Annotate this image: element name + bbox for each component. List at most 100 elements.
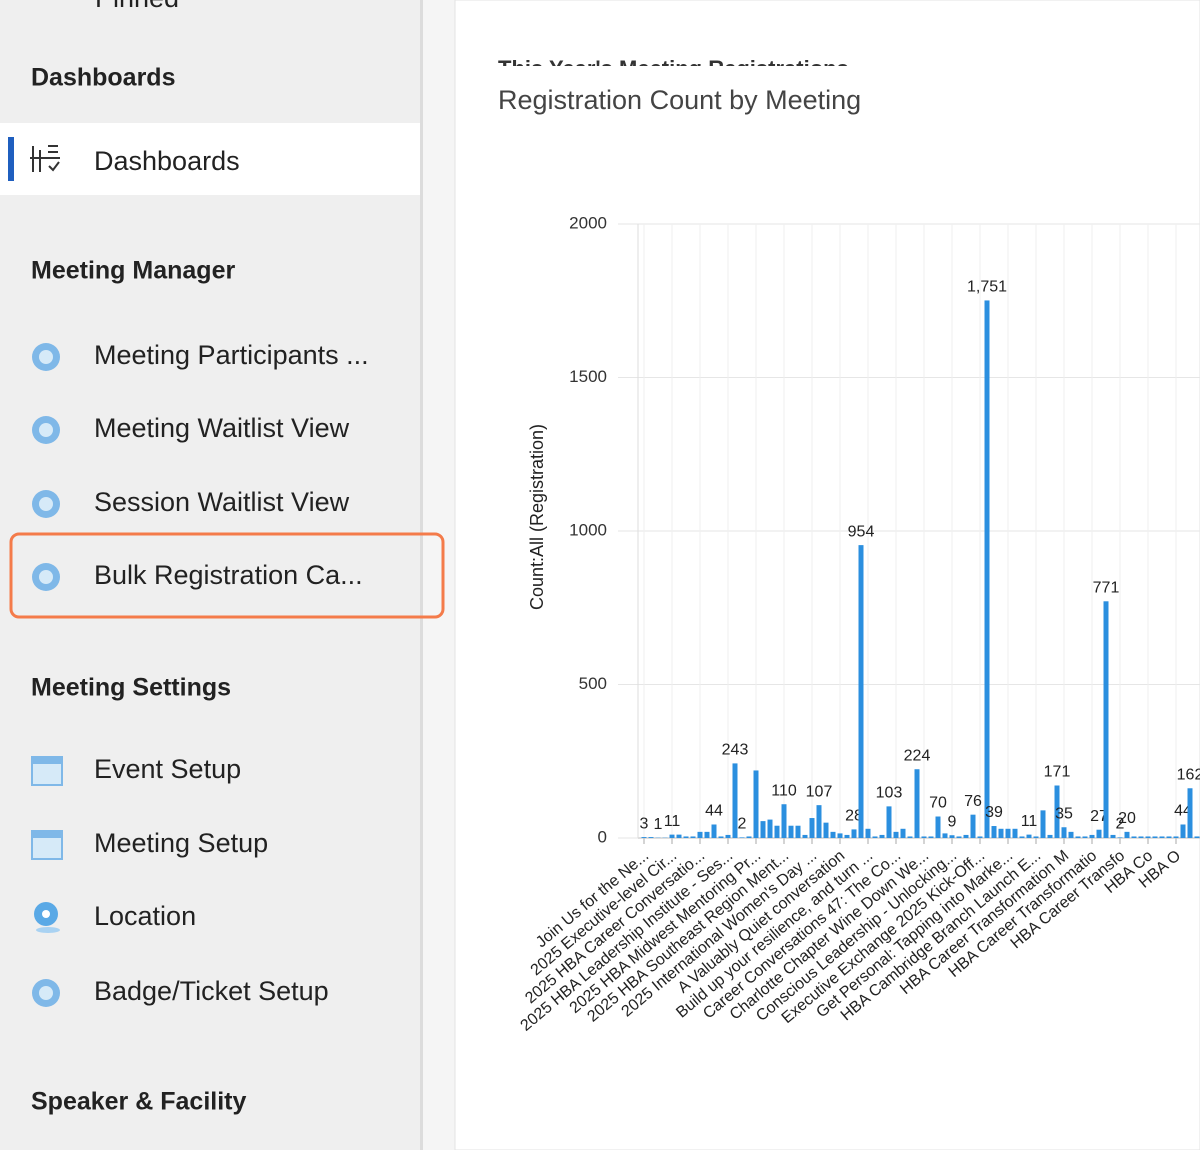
bar [1166,836,1172,838]
nav-item[interactable]: Badge/Ticket Setup [94,976,329,1006]
nav-item[interactable]: Meeting Setup [94,828,268,858]
bar [949,835,955,838]
bar [697,831,703,838]
bar [886,806,892,838]
bar [907,836,913,838]
bar [1047,834,1053,838]
pinned[interactable]: Pinned [95,0,179,13]
y-tick-label: 0 [598,827,607,846]
bar [732,763,738,838]
bar [900,828,906,838]
bar [1110,834,1116,838]
data-label: 11 [664,813,681,830]
bar [837,833,843,838]
bar [1033,836,1039,838]
nav-item[interactable]: Bulk Registration Ca... [94,560,363,590]
location-icon [34,902,60,933]
bar [984,300,990,838]
bar [1061,827,1067,838]
data-label: 771 [1093,580,1120,597]
dashboard-icon [30,145,60,172]
bar [991,826,997,838]
bar [802,834,808,838]
selected-indicator [8,137,14,181]
bar [970,814,976,838]
bar [1082,836,1088,838]
bar [998,828,1004,838]
bar [711,824,717,838]
data-label: 162 [1177,766,1200,783]
bar [830,831,836,838]
bar [767,819,773,838]
bar [956,836,962,838]
nav-item[interactable]: Event Setup [94,754,241,784]
data-label: 39 [985,804,1003,821]
bar [1103,601,1109,838]
section-title: Dashboards [31,64,175,92]
bar [844,834,850,838]
y-axis-label: Count:All (Registration) [527,424,547,610]
sidebar-edge [420,0,423,1150]
bar [1075,836,1081,838]
bar [865,828,871,838]
bar [1173,836,1179,838]
data-label: 107 [806,783,833,800]
y-tick-label: 500 [579,674,607,693]
data-label: 224 [904,747,931,764]
y-tick-label: 2000 [569,213,607,232]
chart-card [454,0,1200,1150]
nav-item[interactable]: Location [94,901,196,931]
bar [816,805,822,838]
bar [1145,836,1151,838]
data-label: 35 [1055,805,1073,822]
bar [1089,834,1095,838]
bar [872,836,878,838]
bar [795,825,801,838]
bar [746,836,752,838]
bar [942,833,948,838]
bar [1159,836,1165,838]
bar [774,825,780,838]
data-label: 20 [1118,810,1136,827]
calendar-icon [31,756,63,786]
bar [1068,831,1074,838]
nav-item[interactable]: Dashboards [94,146,240,176]
data-label: 171 [1044,764,1071,781]
selected-row [0,123,420,195]
bar [1005,828,1011,838]
bar [641,837,647,838]
calendar-icon [31,830,63,860]
bar [963,834,969,838]
data-label: 954 [848,523,875,540]
bar [669,834,675,838]
bar [977,836,983,838]
bar [935,816,941,838]
nav-item[interactable]: Meeting Participants ... [94,340,369,370]
bar [1040,810,1046,838]
chart-subtitle: Registration Count by Meeting [498,85,861,115]
section-title: Speaker & Facility [31,1088,246,1116]
bar [914,769,920,838]
data-label: 103 [876,785,903,802]
nav-item[interactable]: Meeting Waitlist View [94,413,350,443]
bar [1124,831,1130,838]
data-label: 2 [738,816,747,833]
bar [676,834,682,838]
data-label: 1 [654,816,663,833]
data-label: 1,751 [967,279,1007,296]
highlight-box [9,532,445,619]
bar [690,836,696,838]
bar [753,770,759,838]
bar [893,831,899,838]
section-title: Meeting Settings [31,674,231,702]
data-label: 76 [964,793,982,810]
bar [725,834,731,838]
data-label: 11 [1021,813,1038,830]
nav-item[interactable]: Session Waitlist View [94,487,350,517]
bar [718,836,724,838]
bar [879,834,885,838]
bar [1012,828,1018,838]
bar [823,822,829,838]
bar [648,837,654,838]
bar [1180,824,1186,838]
